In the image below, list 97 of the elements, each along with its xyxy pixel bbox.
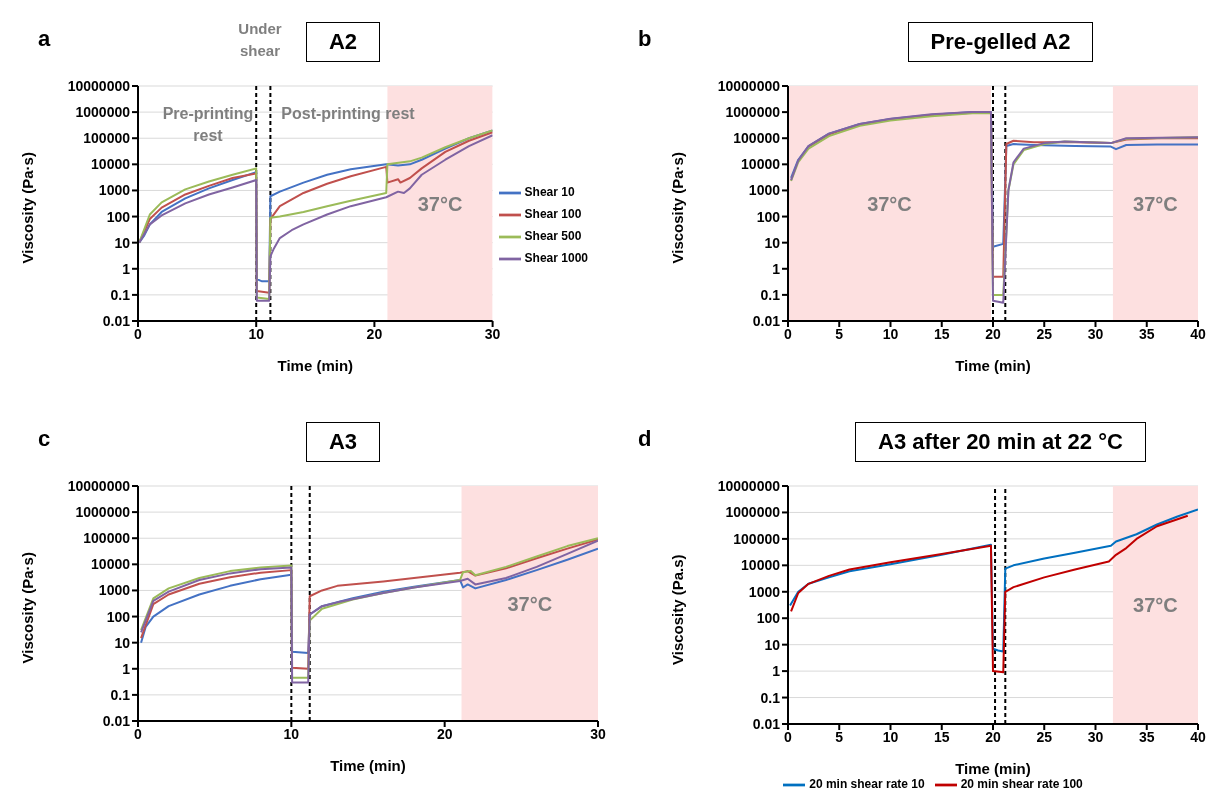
legend-label: Shear 1000: [524, 251, 588, 266]
x-axis-title: Time (min): [330, 757, 406, 774]
x-tick-label: 30: [590, 725, 606, 742]
x-tick-label: 20: [985, 325, 1001, 342]
y-tick-label: 10000: [741, 156, 781, 173]
legend-label: 20 min shear rate 100: [960, 777, 1083, 792]
annotation: Post-printing rest: [280, 104, 416, 124]
x-tick-label: 0: [134, 725, 143, 742]
y-axis-title: Viscosity (Pa.s): [669, 554, 687, 665]
y-tick-label: 1000000: [75, 504, 131, 521]
legend-label: Shear 100: [524, 207, 582, 222]
x-tick-label: 0: [134, 325, 143, 342]
y-tick-label: 100000: [733, 530, 781, 547]
text: d: [638, 426, 652, 452]
y-tick-label: 1: [772, 663, 781, 680]
text: a: [38, 26, 51, 52]
y-tick-label: 10000000: [717, 77, 781, 94]
x-axis-title: Time (min): [955, 357, 1031, 374]
x-tick-label: 0: [784, 325, 793, 342]
x-tick-label: 20: [436, 725, 453, 742]
x-tick-label: 10: [882, 325, 899, 342]
y-tick-label: 1000000: [75, 104, 131, 121]
x-tick-label: 10: [283, 725, 300, 742]
band-label: 37°C: [867, 192, 912, 215]
y-tick-label: 0.1: [110, 286, 131, 303]
legend-label: Shear 500: [524, 229, 582, 244]
x-tick-label: 40: [1190, 728, 1206, 745]
annotation: Pre-printing rest: [161, 104, 255, 146]
y-tick-label: 10000: [91, 156, 131, 173]
y-tick-label: 0.01: [752, 715, 781, 732]
band-label: 37°C: [1133, 192, 1178, 215]
x-tick-label: 30: [484, 325, 501, 342]
y-tick-label: 0.1: [110, 686, 131, 703]
x-tick-label: 35: [1138, 325, 1155, 342]
y-tick-label: 10000: [91, 556, 131, 573]
y-tick-label: 10000000: [67, 77, 131, 94]
y-tick-label: 0.01: [102, 312, 131, 329]
y-axis-title: Viscosity (Pa·s): [19, 552, 37, 664]
x-tick-label: 30: [1087, 325, 1104, 342]
y-tick-label: 1: [122, 260, 131, 277]
x-tick-label: 20: [366, 325, 383, 342]
x-axis-title: Time (min): [955, 760, 1031, 777]
x-tick-label: 10: [882, 728, 899, 745]
chart-title: Pre-gelled A2: [907, 22, 1094, 62]
y-tick-label: 0.1: [760, 689, 781, 706]
y-tick-label: 100000: [733, 130, 781, 147]
text: c: [38, 426, 51, 452]
y-tick-label: 10000000: [67, 477, 131, 494]
y-tick-label: 1000000: [725, 104, 781, 121]
y-tick-label: 100: [106, 208, 131, 225]
y-tick-label: 1000000: [725, 504, 781, 521]
y-tick-label: 10: [764, 636, 781, 653]
y-tick-label: 1: [122, 660, 131, 677]
line-series: [790, 514, 1189, 674]
y-axis-title: Viscosity (Pa·s): [669, 152, 687, 264]
y-tick-label: 1000: [98, 182, 131, 199]
band-label: 37°C: [417, 192, 463, 215]
y-tick-label: 100: [106, 608, 131, 625]
x-tick-label: 10: [248, 325, 265, 342]
x-tick-label: 5: [835, 325, 844, 342]
y-tick-label: 0.1: [760, 286, 781, 303]
text: b: [638, 26, 652, 52]
x-tick-label: 20: [985, 728, 1001, 745]
y-tick-label: 10: [114, 234, 131, 251]
x-tick-label: 40: [1190, 325, 1206, 342]
x-tick-label: 15: [933, 325, 950, 342]
legend-label: Shear 10: [524, 185, 575, 200]
text: Under shear: [237, 19, 283, 61]
y-tick-label: 1000: [98, 582, 131, 599]
chart-title: A3 after 20 min at 22 °C: [855, 422, 1146, 462]
band-label: 37°C: [1133, 594, 1178, 617]
y-tick-label: 0.01: [752, 312, 781, 329]
y-tick-label: 100: [756, 208, 781, 225]
band-label: 37°C: [507, 592, 553, 615]
x-axis-title: Time (min): [277, 357, 354, 374]
y-tick-label: 1: [772, 260, 781, 277]
y-tick-label: 10: [114, 634, 131, 651]
y-tick-label: 10000: [741, 557, 781, 574]
x-tick-label: 0: [784, 728, 793, 745]
x-tick-label: 5: [835, 728, 844, 745]
chart-title: A2: [305, 22, 381, 62]
y-tick-label: 1000: [748, 182, 781, 199]
legend-label: 20 min shear rate 10: [809, 777, 925, 792]
x-tick-label: 15: [933, 728, 950, 745]
y-tick-label: 100000: [83, 530, 131, 547]
y-tick-label: 10: [764, 234, 781, 251]
x-tick-label: 35: [1138, 728, 1155, 745]
y-tick-label: 0.01: [102, 712, 131, 729]
y-tick-label: 1000: [748, 583, 781, 600]
y-tick-label: 100000: [83, 130, 131, 147]
x-tick-label: 25: [1036, 325, 1053, 342]
x-tick-label: 30: [1087, 728, 1104, 745]
y-axis-title: Viscosity (Pa·s): [19, 152, 37, 264]
chart-title: A3: [305, 422, 381, 462]
x-tick-label: 25: [1036, 728, 1053, 745]
y-tick-label: 100: [756, 610, 781, 627]
y-tick-label: 10000000: [717, 477, 781, 494]
